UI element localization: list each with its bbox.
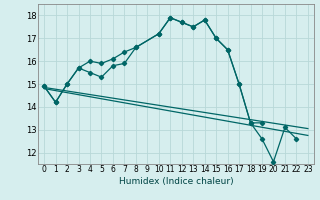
X-axis label: Humidex (Indice chaleur): Humidex (Indice chaleur)	[119, 177, 233, 186]
